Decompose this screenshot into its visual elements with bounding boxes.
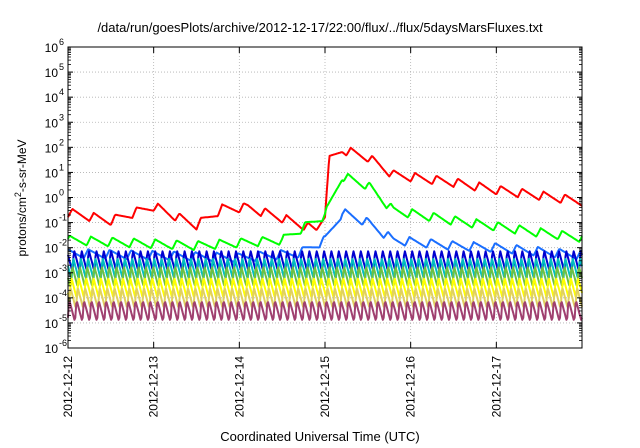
x-tick-label: 2012-12-16	[404, 356, 418, 418]
y-tick-base: 10	[45, 242, 59, 256]
y-tick-base: 10	[45, 192, 59, 206]
y-tick-label: 10 -3	[45, 263, 67, 281]
series-line	[67, 146, 583, 231]
series-line	[67, 301, 583, 321]
y-label-after: -s-sr-MeV	[15, 139, 29, 193]
y-tick-base: 10	[45, 166, 59, 180]
y-label-sup: 2	[13, 192, 23, 198]
y-tick-base: 10	[45, 66, 59, 80]
y-tick-exponent: 3	[59, 112, 64, 122]
grid-layer	[68, 47, 582, 348]
y-tick-label: 10 -1	[45, 213, 67, 231]
x-tick-label: 2012-12-14	[232, 356, 246, 418]
y-tick-exponent: 1	[59, 162, 64, 172]
x-axis-label: Coordinated Universal Time (UTC)	[220, 429, 420, 444]
y-tick-base: 10	[45, 342, 59, 356]
y-tick-exponent: 4	[59, 87, 64, 97]
x-tick-label: 2012-12-12	[61, 356, 75, 418]
y-label-before: protons/cm	[15, 197, 29, 257]
y-tick-exponent: 0	[59, 188, 64, 198]
y-tick-label: 10 -2	[45, 238, 67, 256]
y-tick-base: 10	[45, 292, 59, 306]
y-tick-label: 10 1	[45, 162, 64, 180]
y-tick-base: 10	[45, 141, 59, 155]
y-axis-ticks: 10 -610 -510 -410 -310 -210 -110 010 110 210 310 41…	[45, 37, 582, 356]
series-layer	[67, 146, 583, 321]
y-tick-label: 10 -6	[45, 338, 67, 356]
y-tick-label: 10 6	[45, 37, 64, 55]
y-tick-base: 10	[45, 217, 59, 231]
x-tick-label: 2012-12-13	[147, 356, 161, 418]
series-line	[67, 277, 583, 298]
x-tick-label: 2012-12-15	[318, 356, 332, 418]
y-tick-base: 10	[45, 41, 59, 55]
y-tick-exponent: 2	[59, 137, 64, 147]
y-tick-label: 10 3	[45, 112, 64, 130]
y-tick-exponent: 5	[59, 62, 64, 72]
y-tick-exponent: -1	[59, 213, 67, 223]
chart-title: /data/run/goesPlots/archive/2012-12-17/2…	[97, 20, 543, 35]
y-tick-exponent: 6	[59, 37, 64, 47]
y-tick-label: 10 0	[45, 188, 64, 206]
y-tick-label: 10 5	[45, 62, 64, 80]
y-tick-exponent: -4	[59, 288, 67, 298]
y-tick-base: 10	[45, 317, 59, 331]
y-tick-exponent: -5	[59, 313, 67, 323]
series-line	[67, 208, 583, 263]
y-tick-label: 10 -4	[45, 288, 67, 306]
x-axis-ticks: 2012-12-12 2012-12-13 2012-12-14 2012-12-15…	[61, 47, 503, 417]
y-tick-base: 10	[45, 267, 59, 281]
series-line	[67, 172, 583, 251]
y-tick-label: 10 4	[45, 87, 64, 105]
y-tick-exponent: -6	[59, 338, 67, 348]
y-tick-exponent: -3	[59, 263, 67, 273]
y-tick-label: 10 -5	[45, 313, 67, 331]
y-tick-base: 10	[45, 91, 59, 105]
y-tick-label: 10 2	[45, 137, 64, 155]
y-tick-base: 10	[45, 116, 59, 130]
x-tick-label: 2012-12-17	[489, 356, 503, 418]
y-tick-exponent: -2	[59, 238, 67, 248]
